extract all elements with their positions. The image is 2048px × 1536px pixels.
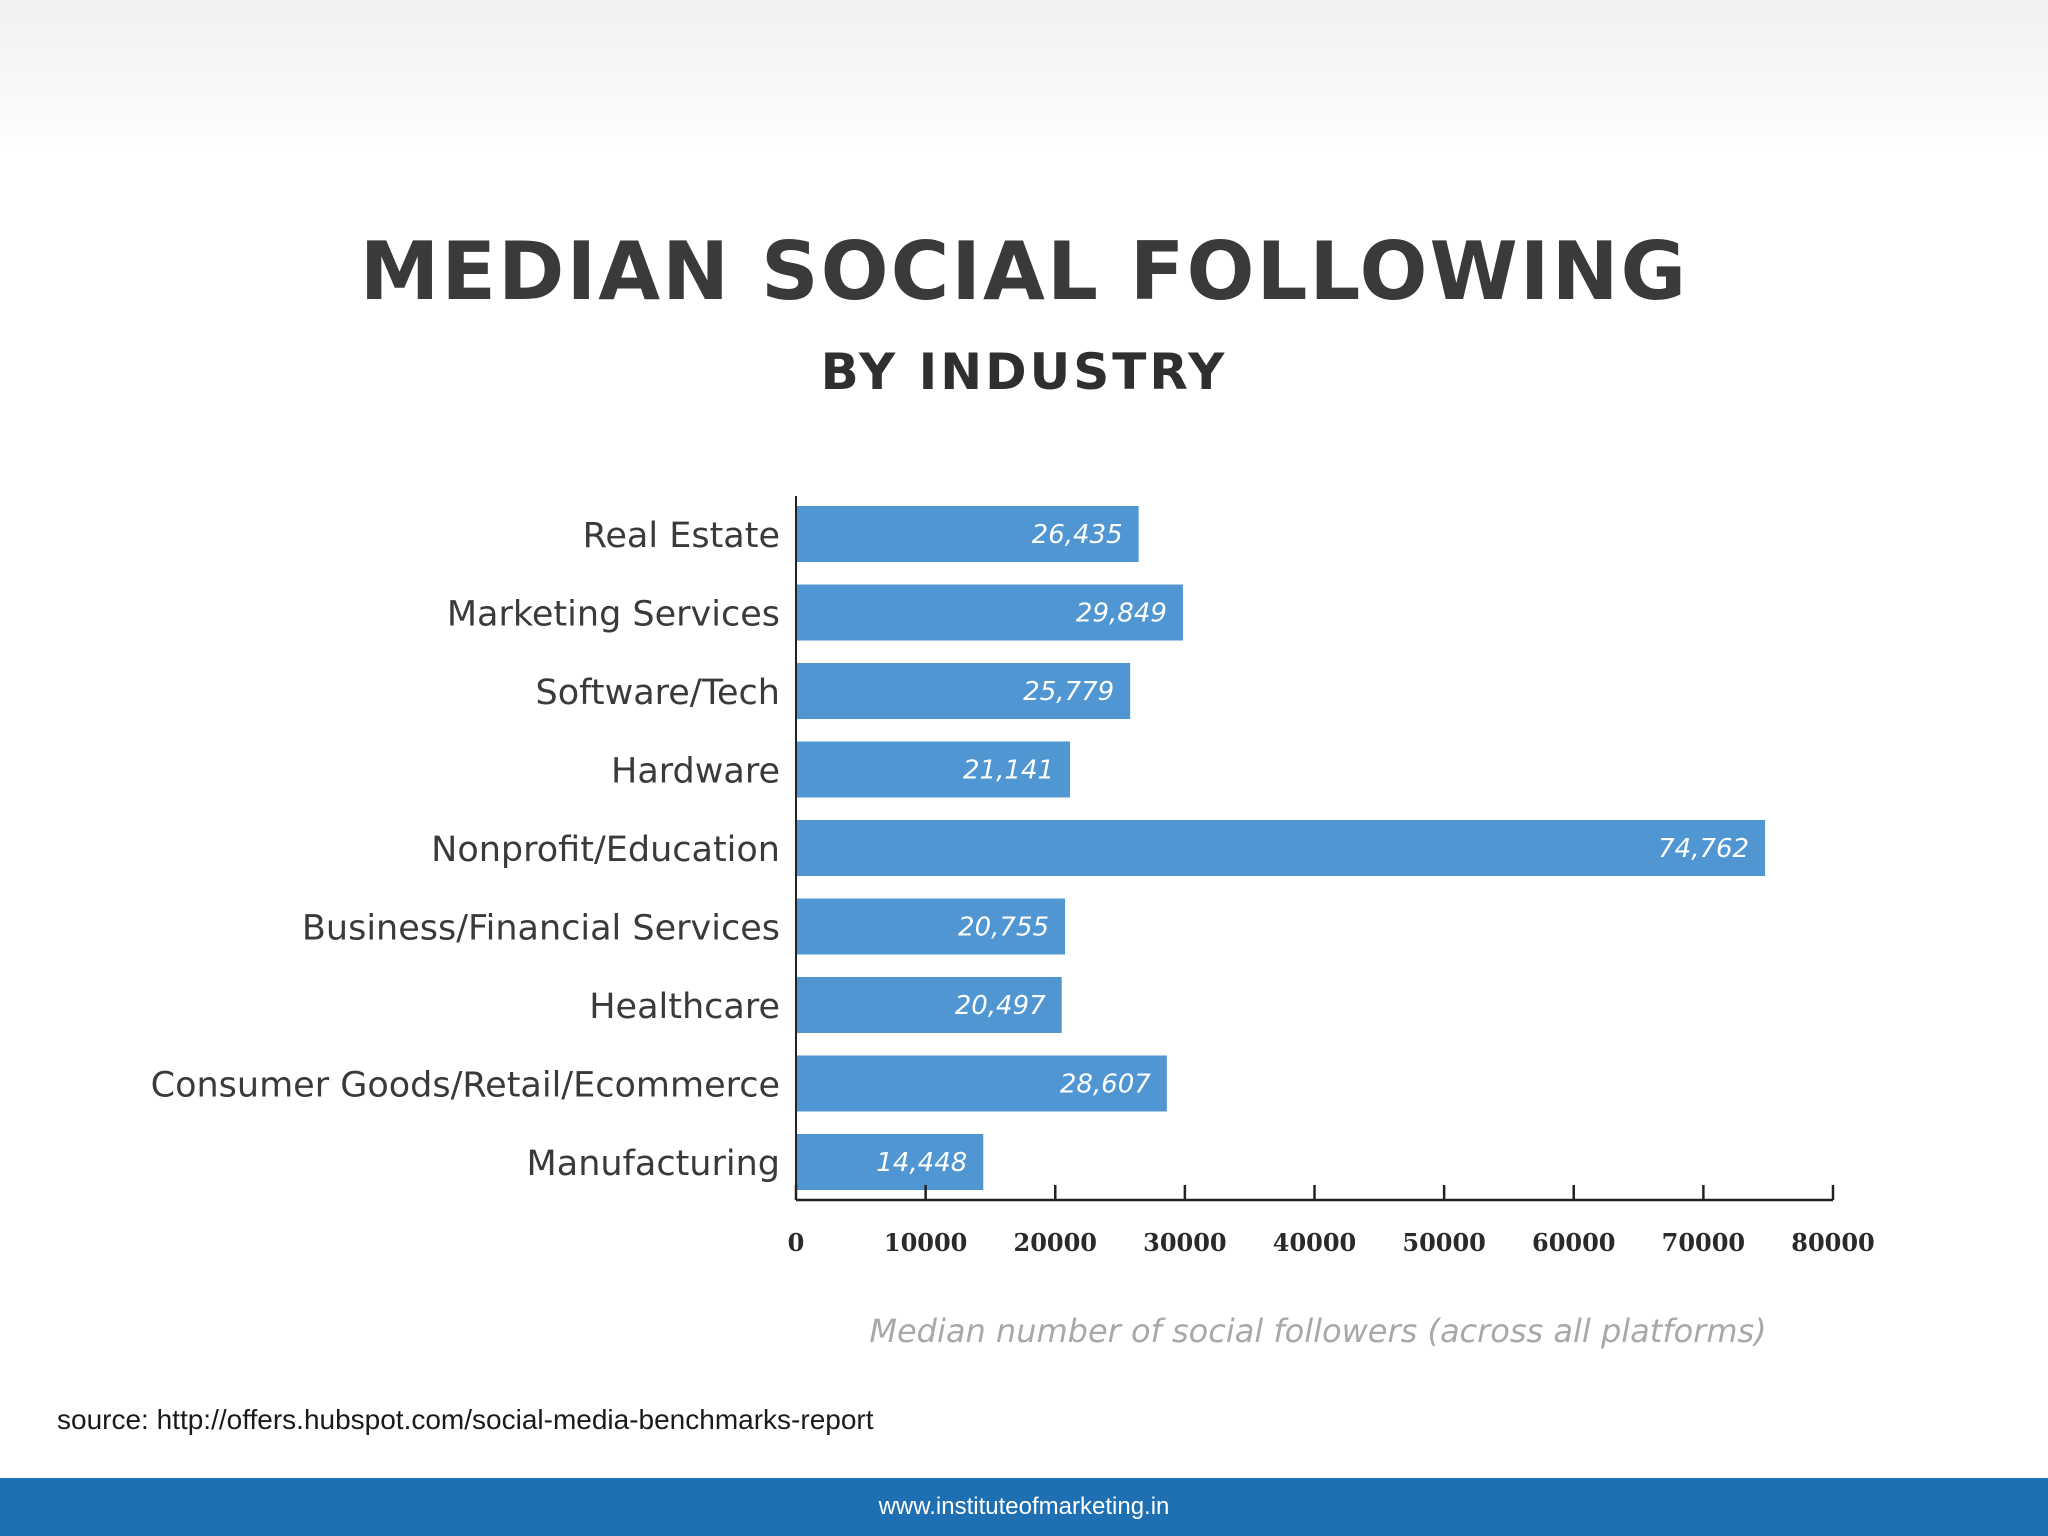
x-axis-title: Median number of social followers (acros… — [869, 1312, 1766, 1350]
x-tick-label: 10000 — [884, 1228, 968, 1257]
top-background-fade — [0, 0, 2048, 150]
data-label: 14,448 — [876, 1148, 967, 1178]
x-tick-label: 80000 — [1791, 1228, 1875, 1257]
bar — [796, 584, 1183, 641]
x-tick-label: 60000 — [1532, 1228, 1616, 1257]
category-label: Software/Tech — [536, 673, 780, 713]
x-tick-label: 20000 — [1014, 1228, 1098, 1257]
chart-title: MEDIAN SOCIAL FOLLOWING — [359, 225, 1689, 318]
bar — [796, 663, 1131, 719]
data-label: 26,435 — [1032, 520, 1123, 550]
data-label: 25,779 — [1023, 677, 1114, 707]
x-tick-label: 0 — [788, 1228, 805, 1257]
data-label: 74,762 — [1658, 834, 1749, 864]
category-label: Healthcare — [589, 987, 780, 1027]
category-label: Hardware — [611, 752, 780, 792]
data-label: 20,755 — [958, 913, 1049, 943]
chart-subtitle: BY INDUSTRY — [820, 343, 1228, 401]
category-label: Nonprofit/Education — [431, 830, 780, 870]
x-tick-label: 40000 — [1273, 1228, 1357, 1257]
category-label: Real Estate — [583, 516, 780, 556]
bar — [796, 506, 1139, 562]
data-label: 29,849 — [1076, 599, 1167, 629]
bar — [796, 1134, 984, 1190]
data-label: 28,607 — [1060, 1070, 1151, 1100]
x-tick-label: 50000 — [1402, 1228, 1486, 1257]
category-label: Marketing Services — [447, 595, 780, 635]
axis-layer — [794, 496, 1835, 1202]
data-label: 21,141 — [963, 756, 1054, 786]
bar — [796, 1055, 1167, 1112]
category-label: Business/Financial Services — [302, 909, 780, 949]
source-note: source: http://offers.hubspot.com/social… — [57, 1404, 874, 1435]
bar — [796, 898, 1066, 955]
category-label: Consumer Goods/Retail/Ecommerce — [151, 1066, 780, 1106]
labels-layer: Real Estate 26,435 Marketing Services 29,84… — [151, 516, 1875, 1350]
bar — [796, 820, 1766, 876]
bars-layer — [796, 506, 1766, 1190]
bar — [796, 741, 1071, 798]
data-label: 20,497 — [955, 991, 1046, 1021]
x-tick-label: 30000 — [1143, 1228, 1227, 1257]
category-label: Manufacturing — [527, 1144, 780, 1184]
footer-bar: www.instituteofmarketing.in — [0, 1478, 2048, 1536]
footer-url[interactable]: www.instituteofmarketing.in — [878, 1493, 1170, 1520]
bar — [796, 977, 1062, 1033]
x-tick-label: 70000 — [1662, 1228, 1746, 1257]
